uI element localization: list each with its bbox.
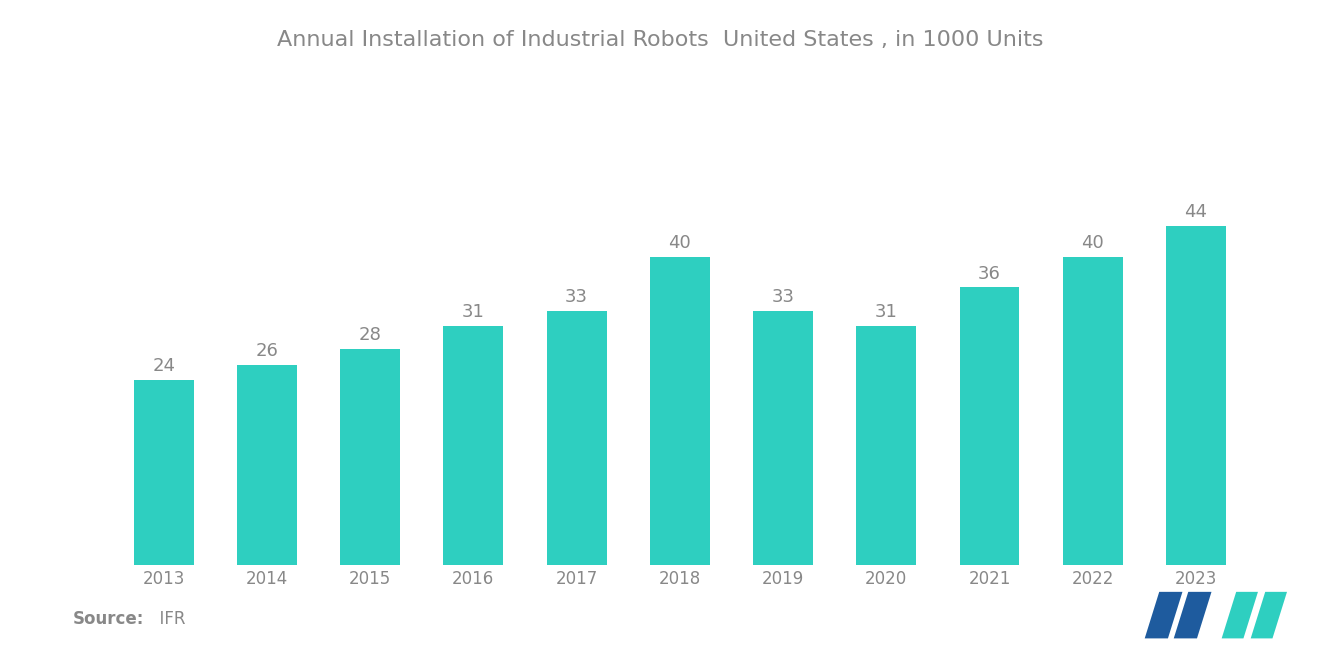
- Text: 26: 26: [256, 342, 279, 360]
- Text: IFR: IFR: [149, 610, 186, 628]
- Bar: [754, 311, 813, 565]
- Text: 31: 31: [462, 303, 484, 321]
- Bar: [1063, 257, 1122, 565]
- Text: 33: 33: [565, 288, 589, 306]
- Bar: [857, 326, 916, 565]
- Text: 44: 44: [1184, 203, 1208, 221]
- Bar: [960, 287, 1019, 565]
- Bar: [546, 311, 606, 565]
- Text: 40: 40: [668, 234, 692, 252]
- Text: 24: 24: [152, 357, 176, 375]
- Bar: [1166, 225, 1226, 565]
- Text: 40: 40: [1081, 234, 1104, 252]
- Text: Annual Installation of Industrial Robots  United States , in 1000 Units: Annual Installation of Industrial Robots…: [277, 30, 1043, 50]
- Text: 28: 28: [359, 327, 381, 344]
- Text: 36: 36: [978, 265, 1001, 283]
- Bar: [341, 349, 400, 565]
- Text: 31: 31: [875, 303, 898, 321]
- Text: 33: 33: [771, 288, 795, 306]
- Bar: [238, 364, 297, 565]
- Text: Source:: Source:: [73, 610, 144, 628]
- Bar: [444, 326, 503, 565]
- Bar: [649, 257, 710, 565]
- Bar: [133, 380, 194, 565]
